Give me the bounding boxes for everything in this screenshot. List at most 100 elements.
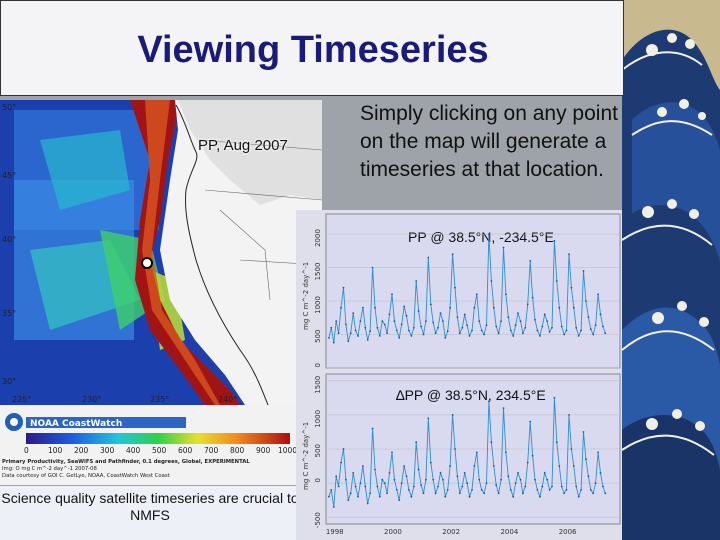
plot-bottom-data-point bbox=[558, 465, 561, 467]
plot-bottom-data-point bbox=[391, 451, 393, 454]
plot-top-data-point bbox=[555, 280, 558, 282]
plot-top-data-point bbox=[420, 325, 422, 328]
lat-tick-30: 30° bbox=[2, 377, 16, 386]
plot-bottom-data-point bbox=[517, 472, 519, 474]
plot-bottom-data-point bbox=[594, 482, 597, 484]
plot-top-data-point bbox=[408, 329, 410, 332]
plot-top-data-point bbox=[427, 256, 430, 259]
plot-bottom-data-point bbox=[480, 489, 483, 491]
colorbar-tick: 600 bbox=[178, 446, 193, 455]
plot-top-data-point bbox=[497, 332, 500, 335]
plot-bottom-xtick-label: 2004 bbox=[500, 528, 518, 536]
plot-bottom-data-point bbox=[519, 478, 522, 481]
plot-bottom-data-point bbox=[539, 495, 541, 498]
plot-top-data-point bbox=[541, 325, 544, 328]
plot-bottom-data-point bbox=[585, 458, 587, 461]
plot-top-data-point bbox=[340, 306, 342, 309]
plot-bottom-data-point bbox=[580, 489, 582, 491]
plot-top-data-point bbox=[475, 293, 478, 296]
plot-top-data-point bbox=[466, 324, 468, 326]
plot-bottom-data-point bbox=[478, 478, 481, 481]
plot-bottom-data-point bbox=[534, 478, 536, 481]
plot-top-data-point bbox=[539, 335, 541, 337]
plot-top-data-point bbox=[502, 246, 505, 249]
plot-bottom-data-point bbox=[352, 472, 355, 474]
plot-bottom-data-point bbox=[483, 492, 485, 495]
plot-top-data-point bbox=[526, 303, 529, 306]
plot-top-data-point bbox=[577, 335, 580, 337]
plot-bottom-data-point bbox=[378, 495, 381, 498]
plot-bottom-data-point bbox=[490, 441, 493, 444]
explanation-text: Simply clicking on any point on the map … bbox=[360, 102, 618, 181]
plot-bottom-data-point bbox=[456, 475, 459, 478]
plot-bottom-data-point bbox=[366, 502, 369, 505]
plot-bottom-data-point bbox=[541, 485, 544, 488]
plot-bottom-data-point bbox=[359, 482, 362, 484]
plot-bottom-data-point bbox=[560, 485, 563, 488]
plot-top-data-point bbox=[468, 335, 471, 337]
plot-top-ytick-label: 1500 bbox=[314, 263, 322, 281]
plot-top-data-point bbox=[425, 320, 427, 322]
plot-bottom-ylabel: mg C m^-2 day^-1 bbox=[302, 422, 310, 490]
plot-top-data-point bbox=[454, 286, 456, 289]
plot-top-data-point bbox=[505, 293, 507, 296]
colorbar-metadata-line: Data courtesy of GOI C. GetLye, NOAA, Co… bbox=[2, 473, 170, 479]
pp-map[interactable]: 50° 45° 40° 35° 30° 225° 230° 235° 240° bbox=[0, 100, 322, 405]
plot-bottom-data-point bbox=[604, 492, 607, 495]
plot-bottom-data-point bbox=[575, 485, 578, 488]
plot-bottom-data-point bbox=[408, 489, 410, 491]
plot-top-data-point bbox=[446, 330, 449, 333]
plot-top-data-point bbox=[451, 253, 454, 256]
selected-point-marker[interactable] bbox=[141, 257, 153, 269]
plot-bottom-data-point bbox=[572, 465, 575, 467]
plot-top-title: PP @ 38.5°N, -234.5°E bbox=[408, 229, 554, 245]
lon-tick-235: 235° bbox=[150, 395, 169, 404]
plot-top-data-point bbox=[495, 325, 498, 328]
plot-top-data-point bbox=[391, 293, 393, 296]
plot-bottom-data-point bbox=[522, 492, 524, 495]
plot-top-ytick-label: 500 bbox=[314, 330, 322, 343]
colorbar-tick: 200 bbox=[74, 446, 89, 455]
plot-bottom-data-point bbox=[553, 397, 556, 399]
plot-bottom-data-point bbox=[335, 475, 338, 478]
colorbar-panel: NOAA CoastWatch 0 100 200 300 400 500 60… bbox=[0, 405, 300, 485]
plot-bottom-xtick-label: 2002 bbox=[442, 528, 460, 536]
plot-bottom-data-point bbox=[546, 478, 548, 481]
plot-top-data-point bbox=[522, 332, 524, 335]
plot-bottom-data-point bbox=[400, 482, 403, 484]
plot-top-ylabel: mg C m^-2 day^-1 bbox=[302, 262, 310, 330]
delta-pp-timeseries-plot[interactable]: ∆PP @ 38.5°N, 234.5°E mg C m^-2 day^-1 -… bbox=[296, 370, 622, 540]
plot-top-data-point bbox=[483, 333, 485, 336]
pp-timeseries-plot[interactable]: PP @ 38.5°N, -234.5°E mg C m^-2 day^-1 0… bbox=[296, 210, 622, 370]
plot-bottom-data-point bbox=[354, 485, 357, 488]
plot-top-data-point bbox=[492, 306, 495, 309]
plot-bottom-ytick-label: 1500 bbox=[314, 376, 322, 394]
plot-top-data-point bbox=[395, 329, 398, 332]
plot-bottom-data-point bbox=[475, 451, 478, 454]
plot-top-data-point bbox=[386, 332, 388, 335]
plot-top-data-point bbox=[585, 300, 587, 302]
plot-bottom-data-point bbox=[526, 461, 529, 464]
plot-bottom-data-point bbox=[342, 448, 345, 450]
plot-top-data-point bbox=[376, 326, 379, 329]
plot-bottom-ytick-label: 1000 bbox=[314, 410, 322, 428]
plot-bottom-data-point bbox=[412, 485, 415, 488]
plot-top-ytick-label: 0 bbox=[314, 363, 322, 367]
lon-tick-240: 240° bbox=[218, 395, 237, 404]
plot-bottom-data-point bbox=[444, 495, 447, 498]
plot-top-data-point bbox=[517, 312, 519, 314]
plot-top-data-point bbox=[507, 316, 510, 318]
plot-top-data-point bbox=[400, 323, 403, 326]
plot-bottom-data-point bbox=[570, 448, 573, 450]
plot-bottom-data-point bbox=[466, 482, 468, 484]
plot-top-data-point bbox=[458, 332, 461, 335]
plot-top-data-point bbox=[422, 333, 425, 336]
plot-top-data-point bbox=[359, 320, 362, 322]
caption-box: Science quality satellite timeseries are… bbox=[0, 486, 300, 540]
plot-top-data-point bbox=[592, 333, 595, 336]
plot-bottom-data-point bbox=[471, 489, 473, 491]
plot-bottom-data-point bbox=[529, 420, 532, 423]
plot-top-data-point bbox=[519, 320, 522, 322]
lat-tick-40: 40° bbox=[2, 235, 16, 244]
plot-bottom-data-point bbox=[432, 478, 435, 481]
